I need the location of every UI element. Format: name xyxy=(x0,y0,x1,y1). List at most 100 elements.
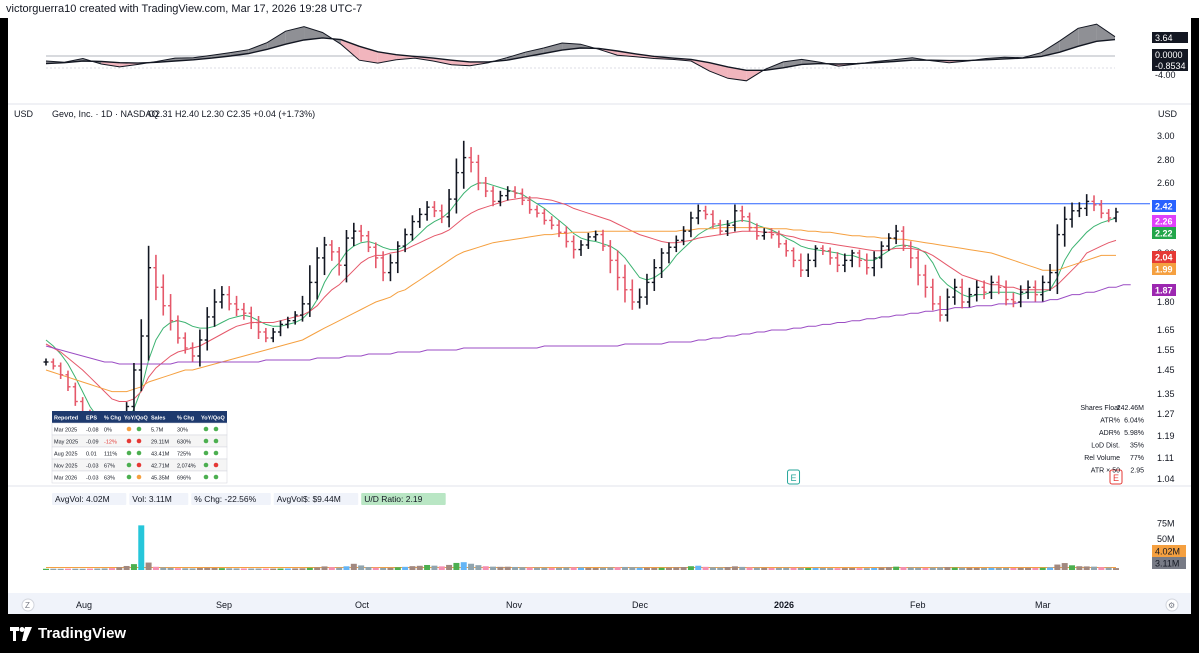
price-bar xyxy=(483,176,489,198)
earnings-header: YoY/QoQ xyxy=(201,416,225,422)
volume-bar xyxy=(416,565,423,570)
sma-line-4 xyxy=(45,284,1131,365)
volume-bar xyxy=(1039,567,1046,570)
earnings-cell: -0.03 xyxy=(86,476,99,482)
earnings-dot xyxy=(136,462,142,468)
volume-bar xyxy=(1061,563,1068,570)
sma-line-3 xyxy=(45,227,1116,393)
price-bar xyxy=(182,332,188,354)
price-bar xyxy=(988,275,994,300)
stats-value: 77% xyxy=(1130,455,1144,462)
volume-bar xyxy=(182,568,189,570)
volume-bar xyxy=(270,568,277,570)
price-bar xyxy=(842,253,848,273)
price-bar xyxy=(160,274,166,316)
axis-settings-button[interactable] xyxy=(1165,598,1179,612)
volume-bar xyxy=(665,567,672,570)
volume-bar xyxy=(621,566,628,570)
volume-bar xyxy=(519,567,526,570)
price-bar xyxy=(497,190,503,207)
price-bar xyxy=(541,209,547,225)
chart-canvas[interactable]: 3.64 0.0000-0.8534-4.00 USD USD Gevo, Inc… xyxy=(8,18,1191,614)
price-y-tick: 1.04 xyxy=(1157,474,1175,484)
earnings-marker: E xyxy=(1113,473,1119,483)
volume-bar xyxy=(951,567,958,570)
volume-y-tick: 50M xyxy=(1157,534,1175,544)
volume-bar xyxy=(585,567,592,570)
volume-stat-bg xyxy=(52,493,127,505)
volume-bar xyxy=(636,567,643,570)
earnings-dot xyxy=(126,438,132,444)
earnings-cell: 63% xyxy=(104,476,115,482)
tradingview-mark-icon xyxy=(10,626,32,641)
volume-bar xyxy=(1047,567,1054,570)
volume-bar xyxy=(72,568,79,570)
price-bar xyxy=(321,236,327,276)
price-bar xyxy=(256,316,262,339)
price-bar xyxy=(732,204,738,232)
price-bar xyxy=(563,226,569,248)
zoom-reset-button[interactable] xyxy=(21,598,35,612)
volume-bar xyxy=(512,566,519,570)
price-y-tick: 1.80 xyxy=(1157,297,1175,307)
price-bar xyxy=(886,233,892,251)
x-tick: Aug xyxy=(76,600,92,610)
volume-bar xyxy=(1091,566,1098,570)
volume-bar xyxy=(526,567,533,570)
volume-bar xyxy=(482,566,489,570)
osc-area xyxy=(46,24,1115,81)
volume-bar xyxy=(262,568,269,570)
price-bar xyxy=(1069,202,1075,228)
volume-bar xyxy=(204,567,211,570)
price-y-tick: 1.35 xyxy=(1157,389,1175,399)
price-bar xyxy=(900,226,906,251)
volume-tag: 3.11M xyxy=(1155,559,1179,569)
price-bar xyxy=(292,311,298,325)
volume-bar xyxy=(834,568,841,570)
stats-value: 242.46M xyxy=(1117,405,1144,412)
earnings-header: EPS xyxy=(86,416,97,422)
price-bar xyxy=(351,222,357,247)
earnings-dot xyxy=(203,438,209,444)
price-y-tick: 1.45 xyxy=(1157,365,1175,375)
volume-tag: 4.02M xyxy=(1155,547,1180,557)
volume-bar xyxy=(717,567,724,570)
volume-bar xyxy=(827,568,834,570)
price-bar xyxy=(365,230,371,253)
volume-bar xyxy=(64,568,71,570)
price-bar xyxy=(446,189,452,228)
price-bar xyxy=(424,201,430,221)
price-y-tick: 2.60 xyxy=(1157,178,1175,188)
volume-bar xyxy=(358,565,365,570)
volume-stat-bg xyxy=(273,493,359,505)
price-bar xyxy=(461,140,467,189)
earnings-cell: 630% xyxy=(177,440,191,446)
osc-area-segment xyxy=(525,48,544,57)
stats-value: 5.98% xyxy=(1124,430,1144,437)
earnings-dot xyxy=(213,450,219,456)
earnings-dot xyxy=(203,462,209,468)
earnings-dot xyxy=(136,426,142,432)
price-bar xyxy=(922,264,928,298)
price-bar xyxy=(944,288,950,322)
volume-bar xyxy=(402,566,409,570)
osc-label: 3.64 xyxy=(1155,33,1173,43)
price-bar xyxy=(981,280,987,300)
osc-price-labels: 3.64 0.0000-0.8534-4.00 xyxy=(1152,32,1188,80)
volume-stats: AvgVol: 4.02M Vol: 3.11M % Chg: -22.56% Avg… xyxy=(52,493,446,505)
volume-bar xyxy=(314,567,321,570)
volume-bar xyxy=(86,568,93,570)
earnings-cell: -0.08 xyxy=(86,428,99,434)
price-tag: 2.42 xyxy=(1155,202,1173,212)
price-bars xyxy=(43,140,1119,436)
stats-label: ADR% xyxy=(1099,430,1120,437)
x-tick: Dec xyxy=(632,600,649,610)
volume-bar xyxy=(907,567,914,570)
price-y-tick: 2.80 xyxy=(1157,155,1175,165)
volume-bar xyxy=(1003,567,1010,570)
price-bar xyxy=(1062,206,1068,247)
price-bar xyxy=(937,295,943,322)
earnings-header: % Chg xyxy=(104,416,121,422)
volume-bar xyxy=(490,566,497,570)
volume-bar xyxy=(350,563,357,570)
